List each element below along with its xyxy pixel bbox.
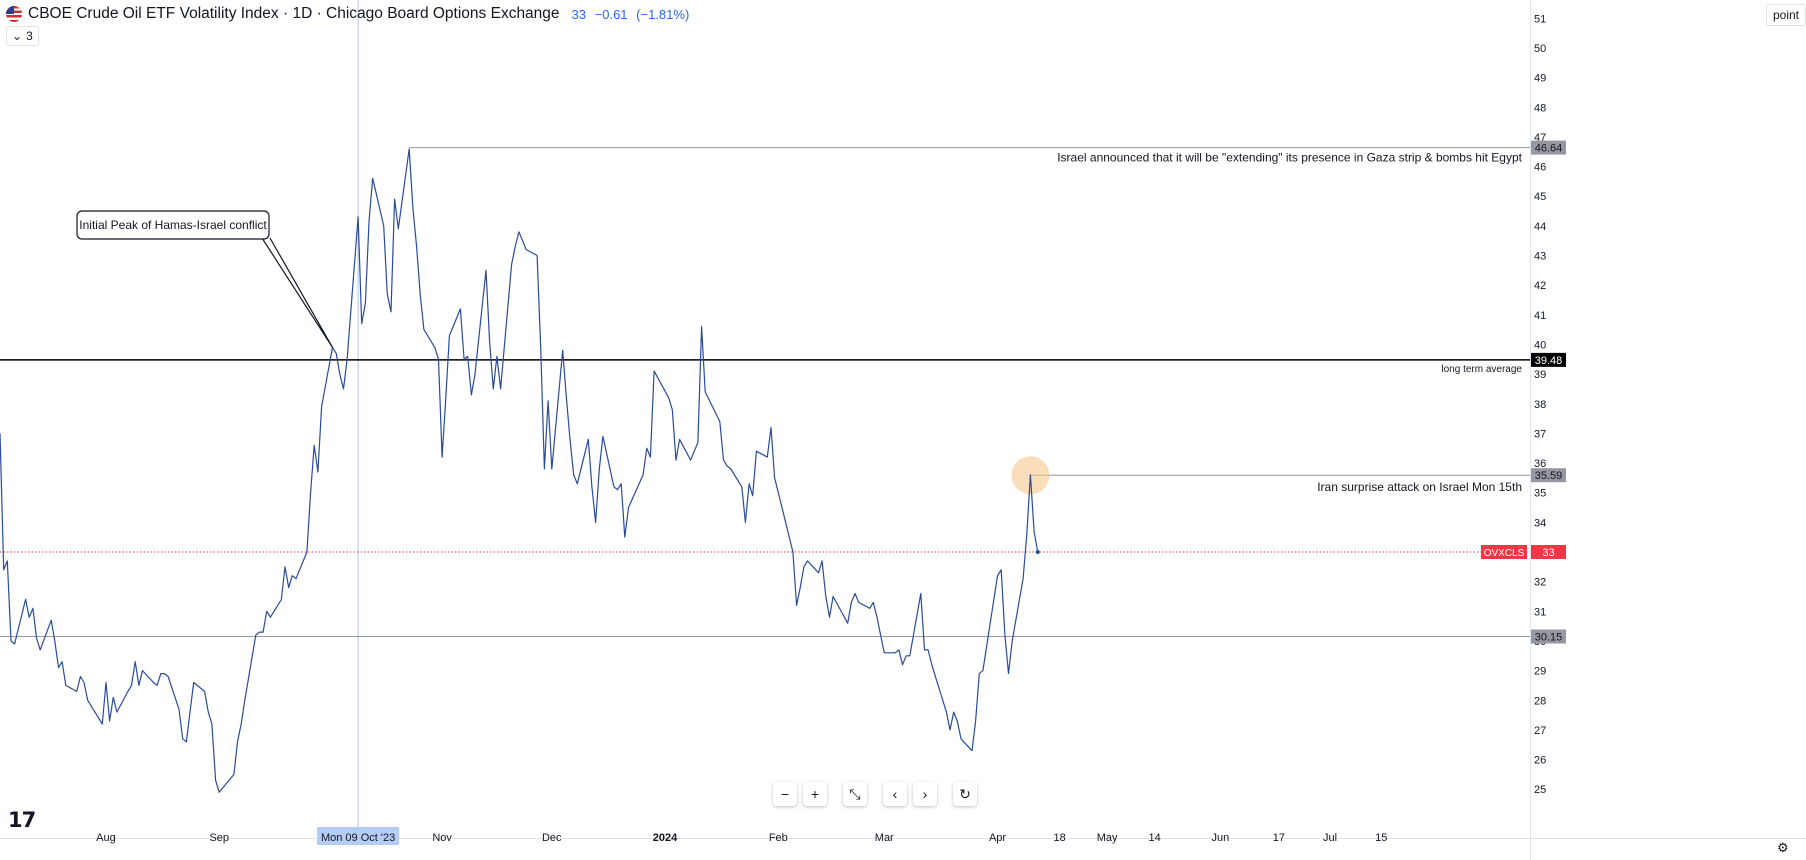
x-tick-label: Jun [1212, 832, 1230, 844]
price-series-line[interactable] [0, 148, 1039, 793]
y-tick-label: 45 [1534, 191, 1546, 203]
y-tick-label: 25 [1534, 784, 1546, 796]
y-tick-label: 35 [1534, 488, 1546, 500]
chevron-down-icon: ⌄ [12, 29, 23, 43]
indicator-count: 3 [26, 29, 33, 43]
us-flag-icon [6, 6, 22, 22]
symbol-label: OVXCLS [1484, 548, 1525, 559]
price-level-label: 30.15 [1535, 632, 1563, 644]
chart-header: CBOE Crude Oil ETF Volatility Index · 1D… [6, 3, 694, 25]
callout-pointer [261, 237, 334, 348]
crosshair-date-label: Mon 09 Oct '23 [321, 832, 395, 844]
chart-navigation-toolbar: − + ⤡ ‹ › ↻ [773, 782, 977, 806]
x-tick-label: Aug [96, 832, 116, 844]
y-tick-label: 50 [1534, 43, 1546, 55]
y-tick-label: 49 [1534, 73, 1546, 85]
crosshair-date-badge [317, 827, 400, 845]
zoom-out-button[interactable]: − [773, 782, 797, 806]
y-tick-label: 26 [1534, 755, 1546, 767]
x-tick-label: May [1097, 832, 1118, 844]
x-tick-label: 18 [1054, 832, 1066, 844]
price-level-badge [1531, 545, 1566, 560]
zoom-in-button[interactable]: + [803, 782, 827, 806]
y-tick-label: 27 [1534, 725, 1546, 737]
price-change: −0.61 [594, 6, 628, 22]
y-tick-label: 34 [1534, 517, 1546, 529]
y-tick-label: 46 [1534, 162, 1546, 174]
price-level-badge [1531, 352, 1566, 367]
settings-gear-icon[interactable]: ⚙ [1777, 840, 1789, 855]
scroll-right-button[interactable]: › [913, 782, 937, 806]
y-tick-label: 31 [1534, 606, 1546, 618]
y-tick-label: 40 [1534, 339, 1546, 351]
y-tick-label: 37 [1534, 428, 1546, 440]
x-tick-label: 2024 [653, 832, 678, 844]
y-tick-label: 48 [1534, 102, 1546, 114]
price-scale-unit[interactable]: point [1766, 4, 1806, 26]
indicators-toggle-button[interactable]: ⌄ 3 [6, 26, 39, 46]
y-tick-label: 36 [1534, 458, 1546, 470]
callout-box[interactable] [76, 210, 270, 240]
quote-values: 33 −0.61 (−1.81%) [572, 7, 695, 22]
price-level-badge [1531, 629, 1566, 644]
scroll-left-button[interactable]: ‹ [883, 782, 907, 806]
reset-scale-button[interactable]: ⤡ [843, 782, 867, 806]
price-level-badge [1531, 468, 1566, 483]
symbol-badge [1481, 545, 1527, 560]
price-scale[interactable] [1530, 0, 1806, 860]
callout-text: Initial Peak of Hamas-Israel conflict [79, 218, 267, 232]
reset-chart-button[interactable]: ↻ [953, 782, 977, 806]
y-tick-label: 29 [1534, 666, 1546, 678]
y-tick-label: 43 [1534, 251, 1546, 263]
y-tick-label: 38 [1534, 399, 1546, 411]
x-tick-label: Feb [769, 832, 788, 844]
x-tick-label: Sep [209, 832, 229, 844]
y-tick-label: 44 [1534, 221, 1546, 233]
chart-annotation: Israel announced that it will be "extend… [1057, 151, 1522, 165]
x-tick-label: 14 [1149, 832, 1161, 844]
x-tick-label: Nov [432, 832, 452, 844]
y-tick-label: 51 [1534, 13, 1546, 25]
price-level-label: 39.48 [1535, 355, 1563, 367]
tradingview-logo[interactable]: 17 [8, 808, 36, 832]
x-tick-label: Apr [989, 832, 1006, 844]
y-tick-label: 42 [1534, 280, 1546, 292]
x-tick-label: 17 [1273, 832, 1285, 844]
x-tick-label: Jul [1323, 832, 1337, 844]
y-tick-label: 41 [1534, 310, 1546, 322]
chart-annotation: Iran surprise attack on Israel Mon 15th [1317, 480, 1522, 494]
y-tick-label: 32 [1534, 577, 1546, 589]
price-level-label: 33 [1542, 547, 1554, 559]
price-level-label: 35.59 [1535, 470, 1563, 482]
price-change-percent: (−1.81%) [636, 6, 690, 22]
symbol-title[interactable]: CBOE Crude Oil ETF Volatility Index · 1D… [28, 5, 560, 22]
chart-annotation: long term average [1441, 364, 1522, 375]
last-price-point [1035, 550, 1040, 555]
price-level-label: 46.64 [1535, 143, 1563, 155]
y-tick-label: 39 [1534, 369, 1546, 381]
price-level-badge [1531, 140, 1566, 155]
x-tick-label: Mar [875, 832, 894, 844]
last-price: 33 [571, 6, 587, 22]
x-tick-label: Dec [542, 832, 562, 844]
x-tick-label: 15 [1375, 832, 1387, 844]
y-tick-label: 28 [1534, 695, 1546, 707]
